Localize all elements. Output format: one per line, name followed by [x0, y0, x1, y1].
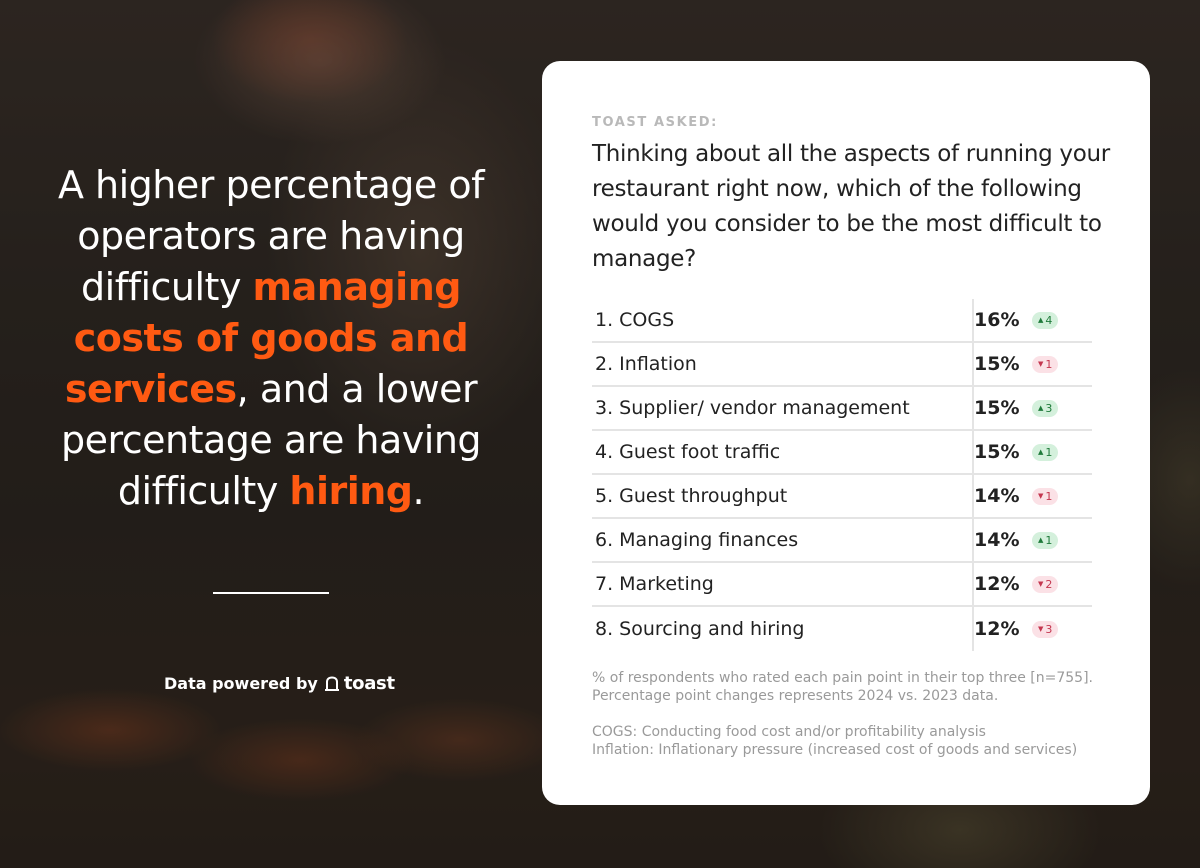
row-percentage: 16%: [974, 309, 1020, 331]
change-badge: ▼ 2: [1032, 575, 1059, 593]
table-row: 5. Guest throughput 14% ▼ 1: [592, 475, 1092, 519]
change-badge: ▼ 1: [1032, 355, 1059, 373]
table-row: 6. Managing finances 14% ▲ 1: [592, 519, 1092, 563]
triangle-down-icon: ▼: [1038, 579, 1044, 588]
change-value: 1: [1045, 533, 1053, 547]
triangle-down-icon: ▼: [1038, 359, 1044, 368]
table-row: 7. Marketing 12% ▼ 2: [592, 563, 1092, 607]
table-row: 8. Sourcing and hiring 12% ▼ 3: [592, 607, 1092, 651]
table-row: 2. Inflation 15% ▼ 1: [592, 343, 1092, 387]
row-percentage: 15%: [974, 397, 1020, 419]
headline-highlight: managing costs of goods and services: [64, 265, 469, 411]
change-badge: ▲ 4: [1032, 311, 1059, 329]
powered-by-text: Data powered by: [164, 674, 318, 693]
change-value: 2: [1045, 577, 1053, 591]
row-percentage: 15%: [974, 353, 1020, 375]
footnote-methodology: % of respondents who rated each pain poi…: [592, 669, 1112, 705]
triangle-up-icon: ▲: [1038, 403, 1044, 412]
triangle-up-icon: ▲: [1038, 535, 1044, 544]
footnote-line: Inflation: Inflationary pressure (increa…: [592, 742, 1078, 758]
change-badge: ▲ 3: [1032, 399, 1059, 417]
powered-by: Data powered by toast: [164, 673, 395, 694]
headline-text: A higher percentage of operators are hav…: [57, 163, 485, 309]
change-value: 1: [1045, 357, 1053, 371]
divider: [213, 592, 329, 594]
change-badge: ▲ 1: [1032, 531, 1059, 549]
table-row: 1. COGS 16% ▲ 4: [592, 299, 1092, 343]
triangle-up-icon: ▲: [1038, 447, 1044, 456]
change-value: 1: [1045, 445, 1053, 459]
change-value: 4: [1045, 313, 1053, 327]
results-table: 1. COGS 16% ▲ 4 2. Inflation 15% ▼ 1 3. Supplier…: [592, 299, 1092, 651]
headline-highlight: hiring: [289, 469, 413, 513]
table-row: 4. Guest foot traffic 15% ▲ 1: [592, 431, 1092, 475]
footnote-line: % of respondents who rated each pain poi…: [592, 670, 1094, 686]
row-label: 5. Guest throughput: [592, 475, 974, 517]
row-label: 3. Supplier/ vendor management: [592, 387, 974, 429]
table-row: 3. Supplier/ vendor management 15% ▲ 3: [592, 387, 1092, 431]
row-label: 8. Sourcing and hiring: [592, 607, 974, 651]
row-label: 1. COGS: [592, 299, 974, 341]
row-percentage: 14%: [974, 485, 1020, 507]
row-label: 7. Marketing: [592, 563, 974, 605]
left-panel: A higher percentage of operators are hav…: [40, 160, 502, 517]
headline: A higher percentage of operators are hav…: [40, 160, 502, 517]
survey-card: TOAST ASKED: Thinking about all the aspe…: [542, 61, 1150, 805]
change-badge: ▼ 3: [1032, 620, 1059, 638]
triangle-up-icon: ▲: [1038, 315, 1044, 324]
brand-name: toast: [343, 673, 395, 694]
row-label: 2. Inflation: [592, 343, 974, 385]
row-label: 4. Guest foot traffic: [592, 431, 974, 473]
footnote-definitions: COGS: Conducting food cost and/or profit…: [592, 723, 1112, 759]
row-label: 6. Managing finances: [592, 519, 974, 561]
footnote-line: COGS: Conducting food cost and/or profit…: [592, 724, 986, 740]
row-percentage: 15%: [974, 441, 1020, 463]
triangle-down-icon: ▼: [1038, 491, 1044, 500]
toast-logo-icon: [324, 676, 339, 691]
change-badge: ▼ 1: [1032, 487, 1059, 505]
change-value: 3: [1045, 401, 1053, 415]
question-text: Thinking about all the aspects of runnin…: [592, 141, 1110, 272]
triangle-down-icon: ▼: [1038, 624, 1044, 633]
row-percentage: 12%: [974, 573, 1020, 595]
row-percentage: 14%: [974, 529, 1020, 551]
change-value: 3: [1045, 622, 1053, 636]
asked-label: TOAST ASKED:: [592, 115, 718, 130]
change-badge: ▲ 1: [1032, 443, 1059, 461]
row-percentage: 12%: [974, 618, 1020, 640]
footnote-line: Percentage point changes represents 2024…: [592, 688, 999, 704]
change-value: 1: [1045, 489, 1053, 503]
headline-text: , and a lower percentage are having diff…: [60, 367, 482, 513]
headline-text: .: [412, 469, 425, 513]
